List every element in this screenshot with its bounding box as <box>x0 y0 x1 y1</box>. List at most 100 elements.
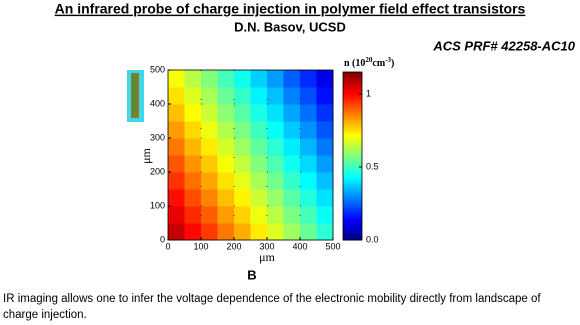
colorbar-swatch <box>343 90 362 93</box>
heat-cell <box>234 121 251 139</box>
heat-cell <box>267 70 284 88</box>
heat-cell <box>300 70 317 88</box>
label-part: 20 <box>365 56 373 64</box>
colorbar-swatch <box>343 236 362 239</box>
heat-cell <box>283 87 301 105</box>
heat-cell <box>267 206 284 224</box>
heat-cell <box>234 138 251 156</box>
heat-cell <box>201 138 218 156</box>
colorbar-swatch <box>343 124 362 127</box>
x-tick-label: 300 <box>259 241 274 251</box>
heat-cell <box>217 155 235 173</box>
heat-cell <box>234 206 251 224</box>
heat-cell <box>300 138 317 156</box>
colorbar-swatch <box>343 226 362 229</box>
y-tick-label: 400 <box>150 98 165 108</box>
colorbar-swatch <box>343 82 362 85</box>
heat-cell <box>267 172 284 190</box>
colorbar-swatch <box>343 74 362 77</box>
colorbar-swatch <box>343 222 362 225</box>
heat-cell <box>234 87 251 105</box>
colorbar-tick-label: 1 <box>366 88 371 98</box>
heat-cell <box>168 104 185 122</box>
colorbar-swatch <box>343 114 362 117</box>
colorbar-swatch <box>343 94 362 97</box>
heat-cell <box>201 104 218 122</box>
heat-cell <box>250 172 268 190</box>
colorbar-swatch <box>343 102 362 105</box>
colorbar-swatch <box>343 162 362 165</box>
heat-cell <box>217 70 235 88</box>
x-tick-label: 0 <box>165 241 170 251</box>
colorbar-swatch <box>343 122 362 125</box>
slide: An infrared probe of charge injection in… <box>55 1 576 283</box>
colorbar-swatch <box>343 76 362 79</box>
x-tick-label: 500 <box>325 241 340 251</box>
heat-cell <box>283 172 301 190</box>
colorbar-swatch <box>343 176 362 179</box>
heat-cell <box>250 70 268 88</box>
colorbar-swatch <box>343 144 362 147</box>
heat-cell <box>217 87 235 105</box>
colorbar-swatch <box>343 192 362 195</box>
label-part: cm <box>372 58 385 69</box>
heat-cell <box>283 70 301 88</box>
colorbar-swatch <box>343 88 362 91</box>
colorbar-swatch <box>343 146 362 149</box>
colorbar-swatch <box>343 210 362 213</box>
heat-cell <box>283 155 301 173</box>
heat-cell <box>267 87 284 105</box>
colorbar-swatch <box>343 214 362 217</box>
colorbar-swatch <box>343 172 362 175</box>
colorbar-swatch <box>343 230 362 233</box>
heat-cell <box>217 206 235 224</box>
heat-cell <box>300 121 317 139</box>
colorbar-swatch <box>343 140 362 143</box>
colorbar-swatch <box>343 174 362 177</box>
colorbar-swatch <box>343 98 362 101</box>
colorbar-swatch <box>343 100 362 103</box>
thumbnail <box>127 70 144 122</box>
colorbar-swatch <box>343 136 362 139</box>
heat-cell <box>283 121 301 139</box>
colorbar-swatch <box>343 84 362 87</box>
heat-cell <box>234 155 251 173</box>
colorbar-swatch <box>343 92 362 95</box>
colorbar-swatch <box>343 130 362 133</box>
colorbar-swatch <box>343 148 362 151</box>
colorbar-swatch <box>343 72 362 75</box>
colorbar-swatch <box>343 142 362 145</box>
heat-cell <box>184 104 202 122</box>
heat-cell <box>217 189 235 207</box>
colorbar-swatch <box>343 180 362 183</box>
colorbar-tick-label: 0.0 <box>366 234 379 244</box>
y-tick-label: 0 <box>160 234 165 244</box>
heat-cell <box>184 223 202 241</box>
grant: ACS PRF# 42258-AC10 <box>432 38 575 53</box>
y-axis-label: μm <box>139 147 153 163</box>
heat-cell <box>250 206 268 224</box>
heat-cell <box>234 189 251 207</box>
label-part: -3 <box>385 56 391 64</box>
heat-cell <box>184 189 202 207</box>
x-tick-label: 100 <box>193 241 208 251</box>
colorbar-swatch <box>343 138 362 141</box>
label-part: n (10 <box>344 58 365 69</box>
colorbar-swatch <box>343 200 362 203</box>
heat-cell <box>168 172 185 190</box>
heat-cell <box>201 223 218 241</box>
y-tick-label: 100 <box>150 200 165 210</box>
y-tick-label: 300 <box>150 132 165 142</box>
heat-cell <box>267 155 284 173</box>
heat-cell <box>250 121 268 139</box>
colorbar-swatch <box>343 224 362 227</box>
colorbar-swatch <box>343 126 362 129</box>
x-tick-label: 400 <box>292 241 307 251</box>
heat-cell <box>168 70 185 88</box>
heat-cell <box>168 121 185 139</box>
heat-cell <box>283 138 301 156</box>
colorbar-swatch <box>343 228 362 231</box>
heat-cell <box>250 155 268 173</box>
x-axis-label: μm <box>259 250 275 264</box>
colorbar-swatch <box>343 218 362 221</box>
